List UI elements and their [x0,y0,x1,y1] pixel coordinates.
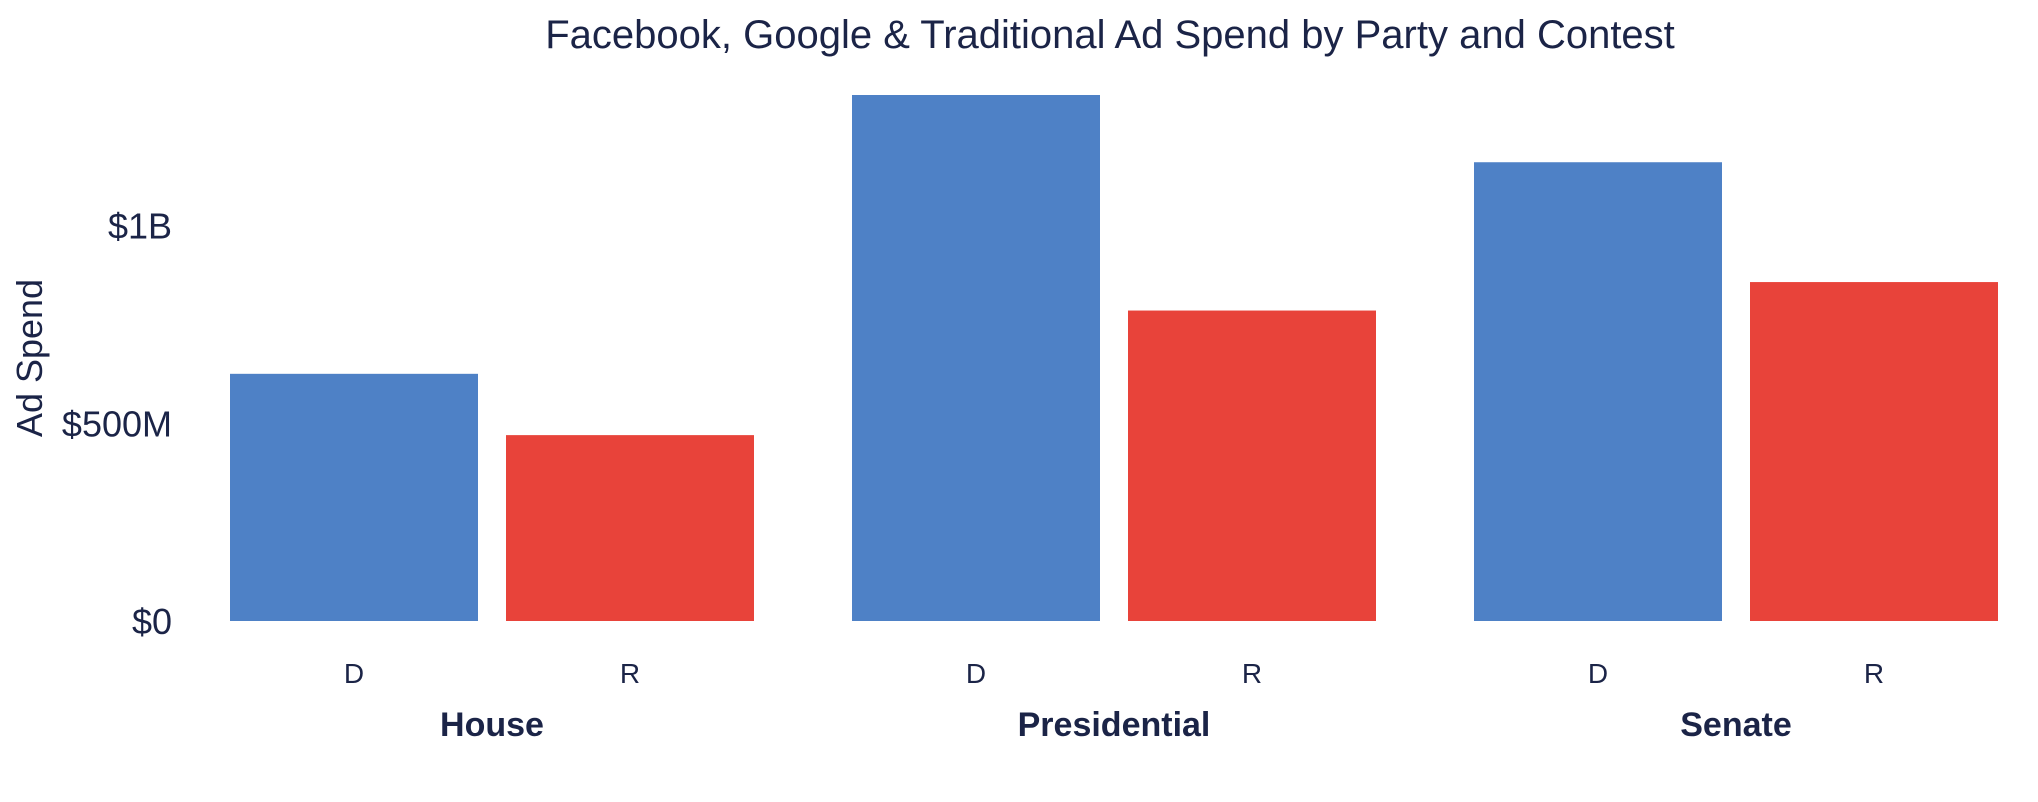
bar-senate-d [1474,162,1722,621]
party-label: R [1242,658,1262,689]
chart-title: Facebook, Google & Traditional Ad Spend … [545,13,1675,57]
y-axis-ticks: $0 $500M $1B [62,206,172,642]
y-tick-label: $1B [108,206,172,247]
party-label: R [620,658,640,689]
contest-label: House [440,706,544,744]
bar-senate-r [1750,282,1998,621]
bars [230,95,1998,621]
contest-label: Senate [1680,706,1792,744]
party-label: D [966,658,986,689]
bar-house-d [230,373,478,621]
bar-presidential-r [1128,310,1376,621]
contest-labels: House Presidential Senate [440,706,1792,744]
y-axis-label: Ad Spend [9,279,50,437]
contest-label: Presidential [1018,706,1211,744]
y-tick-label: $500M [62,403,172,444]
party-label: D [344,658,364,689]
y-tick-label: $0 [132,601,172,642]
party-label: R [1864,658,1884,689]
bar-house-r [506,435,754,621]
party-label: D [1588,658,1608,689]
bar-presidential-d [852,95,1100,621]
